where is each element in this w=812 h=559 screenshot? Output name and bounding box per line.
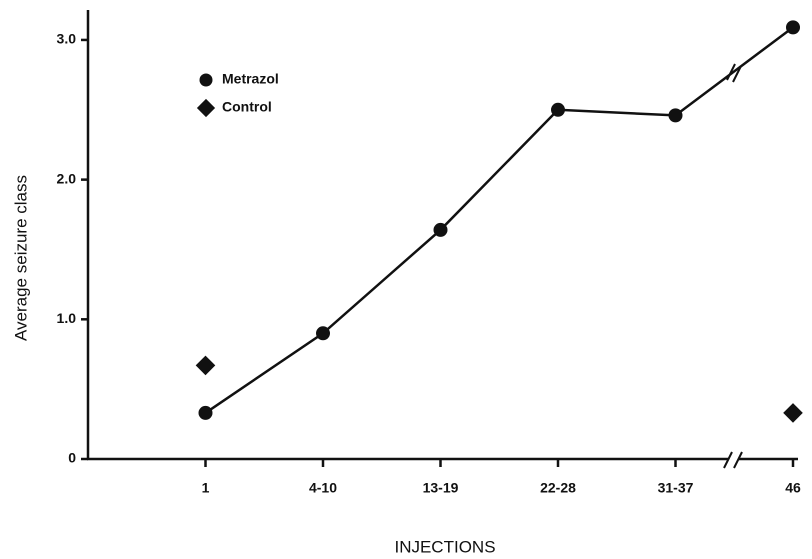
point	[786, 20, 800, 35]
x-tick-label: 22-28	[540, 480, 576, 496]
point	[316, 326, 330, 341]
y-tick-label: 0	[68, 450, 76, 466]
point	[195, 355, 216, 376]
point	[783, 403, 803, 423]
y-tick-label: 1.0	[57, 310, 77, 326]
x-tick-label: 46	[785, 480, 801, 496]
y-axis-label: Average seizure class	[11, 175, 30, 341]
point	[433, 222, 448, 237]
x-axis-label: INJECTIONS	[394, 537, 495, 556]
legend-label: Control	[222, 99, 272, 115]
legend-marker	[196, 98, 216, 118]
x-tick-label: 1	[202, 480, 210, 496]
point	[668, 108, 683, 123]
y-tick-label: 3.0	[57, 31, 77, 47]
y-tick-label: 2.0	[57, 170, 77, 186]
x-tick-label: 13-19	[423, 480, 459, 496]
point	[551, 102, 565, 117]
x-tick-label: 31-37	[658, 480, 694, 496]
point	[198, 405, 213, 420]
x-tick-label: 4-10	[309, 480, 337, 496]
series-line	[204, 26, 794, 414]
axis-break	[723, 451, 743, 469]
legend-marker	[199, 73, 213, 87]
legend-label: Metrazol	[222, 71, 279, 87]
